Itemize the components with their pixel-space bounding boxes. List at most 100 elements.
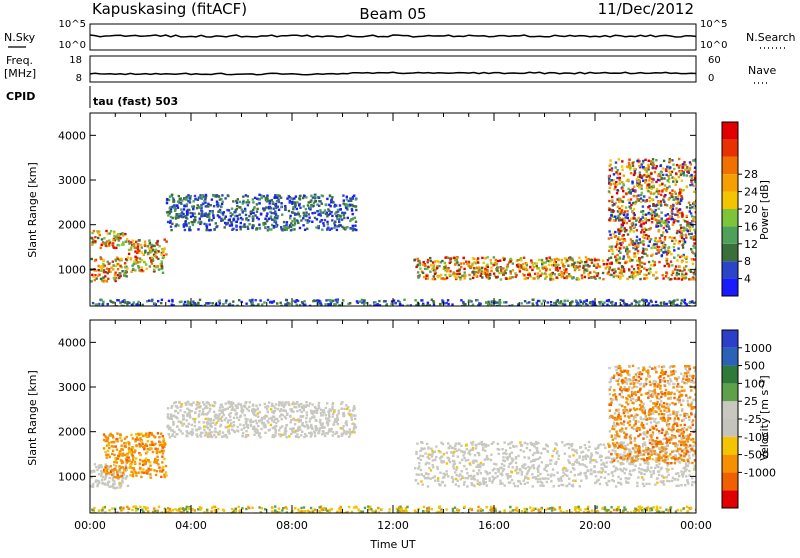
scatter-cell <box>191 221 193 223</box>
scatter-cell <box>432 278 434 280</box>
scatter-cell <box>602 260 604 262</box>
scatter-cell <box>653 246 655 248</box>
scatter-cell <box>349 197 351 199</box>
scatter-cell <box>188 222 190 224</box>
scatter-cell <box>656 188 658 190</box>
scatter-cell <box>616 243 618 245</box>
scatter-cell <box>415 266 417 268</box>
scatter-cell <box>640 231 642 233</box>
scatter-cell <box>145 263 147 265</box>
scatter-cell <box>537 442 539 444</box>
scatter-cell <box>645 234 647 236</box>
scatter-cell <box>118 239 120 241</box>
scatter-cell <box>687 230 689 232</box>
scatter-cell <box>498 470 500 472</box>
scatter-cell <box>631 265 633 267</box>
scatter-cell <box>243 223 245 225</box>
scatter-cell <box>678 176 680 178</box>
scatter-cell <box>351 431 353 433</box>
scatter-cell <box>612 449 614 451</box>
scatter-cell <box>333 421 335 423</box>
scatter-cell <box>126 454 128 456</box>
scatter-cell <box>353 407 355 409</box>
scatter-cell <box>487 266 489 268</box>
scatter-cell <box>544 278 546 280</box>
scatter-cell <box>296 208 298 210</box>
scatter-cell <box>173 402 175 404</box>
scatter-cell <box>255 405 257 407</box>
scatter-cell <box>310 424 312 426</box>
scatter-cell <box>122 472 124 474</box>
scatter-cell <box>280 202 282 204</box>
scatter-cell <box>134 256 136 258</box>
scatter-cell <box>623 175 625 177</box>
scatter-cell <box>581 277 583 279</box>
scatter-cell <box>681 275 683 277</box>
scatter-cell <box>321 219 323 221</box>
scatter-cell <box>138 434 140 436</box>
scatter-cell <box>543 300 545 302</box>
scatter-cell <box>634 190 636 192</box>
scatter-cell <box>134 440 136 442</box>
scatter-cell <box>641 229 643 231</box>
scatter-cell <box>139 453 141 455</box>
scatter-cell <box>478 266 480 268</box>
scatter-cell <box>308 217 310 219</box>
scatter-cell <box>172 430 174 432</box>
scatter-cell <box>619 275 621 277</box>
scatter-cell <box>441 481 443 483</box>
scatter-cell <box>270 408 272 410</box>
scatter-cell <box>348 436 350 438</box>
scatter-cell <box>493 256 495 258</box>
scatter-cell <box>693 207 695 209</box>
scatter-cell <box>337 419 339 421</box>
scatter-cell <box>252 201 254 203</box>
scatter-cell <box>112 242 114 244</box>
scatter-cell <box>169 210 171 212</box>
scatter-cell <box>623 214 625 216</box>
scatter-cell <box>529 266 531 268</box>
scatter-cell <box>671 189 673 191</box>
scatter-cell <box>614 270 616 272</box>
scatter-cell <box>285 299 287 301</box>
scatter-cell <box>153 302 155 304</box>
scatter-cell <box>350 200 352 202</box>
scatter-cell <box>610 183 612 185</box>
scatter-cell <box>280 302 282 304</box>
scatter-cell <box>308 213 310 215</box>
scatter-cell <box>643 222 645 224</box>
scatter-cell <box>573 262 575 264</box>
scatter-cell <box>424 264 426 266</box>
scatter-cell <box>145 470 147 472</box>
scatter-cell <box>644 159 646 161</box>
scatter-cell <box>149 465 151 467</box>
scatter-cell <box>137 243 139 245</box>
scatter-cell <box>127 441 129 443</box>
scatter-cell <box>158 436 160 438</box>
scatter-cell <box>166 198 168 200</box>
scatter-cell <box>208 410 210 412</box>
scatter-cell <box>155 474 157 476</box>
scatter-cell <box>122 466 124 468</box>
scatter-cell <box>196 435 198 437</box>
scatter-cell <box>686 171 688 173</box>
scatter-cell <box>90 485 92 487</box>
scatter-cell <box>128 249 130 251</box>
scatter-cell <box>271 219 273 221</box>
scatter-cell <box>276 197 278 199</box>
scatter-cell <box>681 278 683 280</box>
scatter-cell <box>465 261 467 263</box>
scatter-cell <box>660 204 662 206</box>
scatter-cell <box>689 228 691 230</box>
scatter-cell <box>285 436 287 438</box>
scatter-cell <box>652 260 654 262</box>
scatter-cell <box>149 444 151 446</box>
scatter-cell <box>232 300 234 302</box>
scatter-cell <box>326 402 328 404</box>
scatter-cell <box>189 212 191 214</box>
scatter-cell <box>136 252 138 254</box>
scatter-cell <box>668 277 670 279</box>
scatter-cell <box>520 483 522 485</box>
scatter-cell <box>665 221 667 223</box>
scatter-cell <box>156 452 158 454</box>
